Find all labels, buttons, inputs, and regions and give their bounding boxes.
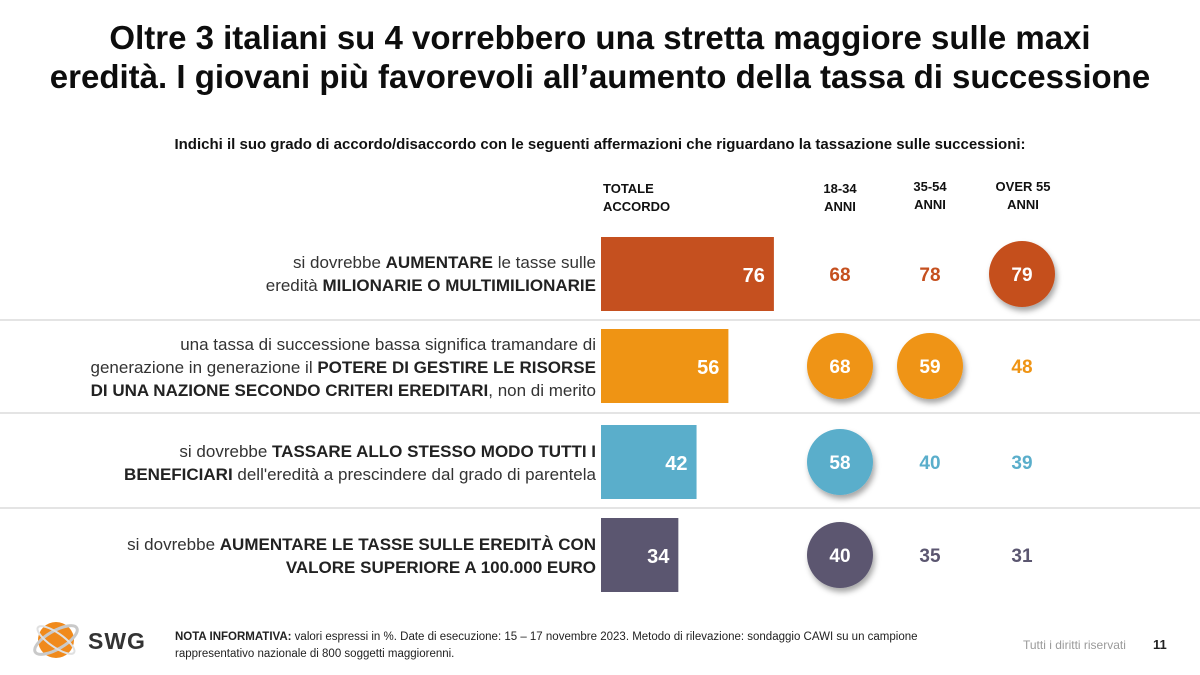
row-label-2-part: DI UNA NAZIONE SECONDO CRITERI EREDITARI bbox=[90, 381, 489, 400]
group-value-r1-c2: 78 bbox=[919, 265, 940, 286]
row-label-4: si dovrebbe AUMENTARE LE TASSE SULLE ERE… bbox=[56, 533, 596, 579]
column-header-over-55: OVER 55 ANNI bbox=[995, 179, 1051, 212]
group-value-r3-c1: 58 bbox=[829, 453, 850, 474]
group-value-r3-c3: 39 bbox=[1011, 453, 1032, 474]
row-label-4-part: VALORE SUPERIORE A 100.000 EURO bbox=[285, 558, 596, 577]
group-value-r1-c1: 68 bbox=[829, 265, 850, 286]
footnote-text-1: valori espressi in %. Date di esecuzione… bbox=[291, 631, 918, 643]
row-label-3-part: dell'eredità a prescindere dal grado di … bbox=[232, 465, 596, 484]
row-label-2-part: POTERE DI GESTIRE LE RISORSE bbox=[317, 358, 596, 377]
total-bar-label-4: 34 bbox=[647, 546, 670, 568]
row-label-1-part: MILIONARIE O MULTIMILIONARIE bbox=[322, 276, 596, 295]
group-value-r3-c2: 40 bbox=[919, 453, 940, 474]
row-label-1-part: si dovrebbe bbox=[293, 253, 386, 272]
survey-question: Indichi il suo grado di accordo/disaccor… bbox=[174, 136, 1026, 153]
footnote-label: NOTA INFORMATIVA: bbox=[175, 631, 292, 643]
column-header-total: TOTALE ACCORDO bbox=[603, 181, 671, 214]
row-label-3: si dovrebbe TASSARE ALLO STESSO MODO TUT… bbox=[56, 440, 596, 486]
highlight-circle-r1-c3 bbox=[989, 241, 1055, 307]
total-bar-label-2: 56 bbox=[697, 357, 719, 379]
row-label-2-part: , non di merito bbox=[488, 381, 596, 400]
column-header-35-54: 35-54 ANNI bbox=[913, 179, 947, 212]
total-bar-label-3: 42 bbox=[665, 453, 687, 475]
rights-text: Tutti i diritti riservati bbox=[1023, 638, 1126, 652]
highlight-circle-r2-c1 bbox=[807, 333, 873, 399]
swg-logo-text: SWG bbox=[88, 628, 146, 654]
total-bar-4 bbox=[601, 518, 679, 592]
total-bar-1 bbox=[601, 237, 774, 311]
row-label-3-part: TASSARE ALLO STESSO MODO TUTTI I bbox=[272, 442, 596, 461]
row-label-2: una tassa di successione bassa significa… bbox=[56, 333, 597, 402]
page-title: Oltre 3 italiani su 4 vorrebbero una str… bbox=[0, 18, 1200, 96]
swg-logo-icon bbox=[33, 622, 79, 658]
page-number: 11 bbox=[1153, 637, 1167, 652]
row-label-1-part: AUMENTARE bbox=[385, 253, 493, 272]
row-label-1-part: le tasse sulle bbox=[493, 253, 596, 272]
total-bar-2 bbox=[601, 329, 729, 403]
title-line-1: Oltre 3 italiani su 4 vorrebbero una str… bbox=[109, 19, 1091, 56]
group-value-r2-c1: 68 bbox=[829, 357, 850, 378]
group-value-r4-c3: 31 bbox=[1011, 546, 1033, 567]
footnote: NOTA INFORMATIVA: valori espressi in %. … bbox=[175, 629, 975, 663]
row-label-1: si dovrebbe AUMENTARE le tasse sulle ered… bbox=[56, 251, 596, 297]
row-label-2-part: una tassa di successione bassa significa… bbox=[180, 335, 596, 354]
footnote-text-2: rappresentativo nazionale di 800 soggett… bbox=[175, 648, 455, 660]
row-label-4-part: AUMENTARE LE TASSE SULLE EREDITÀ CON bbox=[219, 535, 596, 554]
title-line-2: eredità. I giovani più favorevoli all’au… bbox=[49, 58, 1151, 95]
row-label-2-part: generazione in generazione il bbox=[90, 358, 318, 377]
total-bar-3 bbox=[601, 425, 697, 499]
row-label-4-part: si dovrebbe bbox=[127, 535, 220, 554]
group-value-r2-c2: 59 bbox=[919, 357, 940, 378]
column-header-18-34: 18-34 ANNI bbox=[823, 181, 857, 214]
total-bar-label-1: 76 bbox=[743, 265, 765, 287]
group-value-r1-c3: 79 bbox=[1011, 265, 1032, 286]
group-value-r2-c3: 48 bbox=[1011, 357, 1032, 378]
highlight-circle-r3-c1 bbox=[807, 429, 873, 495]
highlight-circle-r4-c1 bbox=[807, 522, 873, 588]
row-label-1-part: eredità bbox=[265, 276, 323, 295]
group-value-r4-c1: 40 bbox=[829, 546, 850, 567]
row-label-3-part: si dovrebbe bbox=[179, 442, 273, 461]
highlight-circle-r2-c2 bbox=[897, 333, 963, 399]
row-label-3-part: BENEFICIARI bbox=[124, 465, 233, 484]
group-value-r4-c2: 35 bbox=[919, 546, 941, 567]
